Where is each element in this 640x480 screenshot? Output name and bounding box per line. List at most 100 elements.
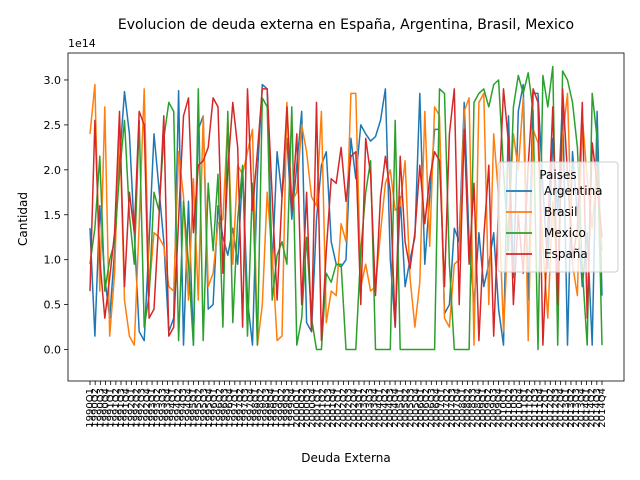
x-tick-label: 2000Q3	[302, 388, 313, 428]
y-axis-multiplier: 1e14	[68, 37, 96, 50]
x-tick-label: 2008Q1	[457, 388, 468, 428]
y-tick-label: 0.0	[44, 344, 62, 357]
x-tick-label: 1995Q2	[194, 388, 205, 428]
x-tick-label: 2003Q1	[354, 388, 365, 428]
series-line-brasil	[89, 83, 603, 346]
x-tick-label: 2001Q4	[328, 388, 339, 428]
x-tick-label: 2001Q1	[313, 388, 324, 428]
x-tick-label: 2011Q1	[519, 388, 530, 428]
x-tick-label: 2004Q4	[390, 388, 401, 428]
x-tick-label: 2007Q2	[442, 388, 453, 428]
x-tick-label: 2008Q3	[468, 388, 479, 428]
x-tick-label: 2002Q4	[349, 388, 360, 428]
x-tick-label: 2012Q2	[545, 388, 556, 428]
x-axis-ticks: 1990Q11990Q21990Q31990Q41991Q11991Q21991…	[85, 381, 608, 428]
x-tick-label: 2006Q2	[421, 388, 432, 428]
x-tick-label: 1996Q1	[209, 388, 220, 428]
y-tick-label: 2.0	[44, 164, 62, 177]
x-tick-label: 1992Q2	[132, 388, 143, 428]
legend-title: Paises	[539, 168, 576, 182]
x-tick-label: 2000Q1	[292, 388, 303, 428]
x-tick-label: 2000Q2	[297, 388, 308, 428]
x-tick-label: 2013Q2	[566, 388, 577, 428]
x-tick-label: 1994Q4	[183, 388, 194, 428]
y-tick-label: 3.0	[44, 74, 62, 87]
x-tick-label: 2000Q4	[307, 388, 318, 428]
x-tick-label: 2006Q4	[432, 388, 443, 428]
x-tick-label: 2009Q2	[483, 388, 494, 428]
x-tick-label: 1994Q2	[173, 388, 184, 428]
x-tick-label: 1999Q1	[271, 388, 282, 428]
y-tick-label: 0.5	[44, 299, 62, 312]
x-tick-label: 2005Q4	[411, 388, 422, 428]
legend-label: Mexico	[544, 226, 586, 240]
x-tick-label: 2013Q4	[576, 388, 587, 428]
x-tick-label: 1992Q3	[137, 388, 148, 428]
x-tick-label: 1990Q3	[95, 388, 106, 428]
x-tick-label: 2005Q3	[406, 388, 417, 428]
x-tick-label: 2005Q2	[400, 388, 411, 428]
x-tick-label: 2012Q4	[556, 388, 567, 428]
x-tick-label: 1991Q4	[121, 388, 132, 428]
x-tick-label: 2009Q1	[478, 388, 489, 428]
x-tick-label: 1994Q1	[168, 388, 179, 428]
series-line-mexico	[89, 65, 603, 351]
x-tick-label: 2012Q1	[540, 388, 551, 428]
x-tick-label: 1998Q3	[261, 388, 272, 428]
x-axis-label: Deuda Externa	[301, 451, 390, 465]
x-tick-label: 1991Q3	[116, 388, 127, 428]
x-tick-label: 2001Q3	[323, 388, 334, 428]
legend-label: España	[544, 247, 588, 261]
x-tick-label: 1993Q2	[152, 388, 163, 428]
y-tick-label: 1.5	[44, 209, 62, 222]
x-tick-label: 2008Q4	[473, 388, 484, 428]
x-tick-label: 2002Q2	[338, 388, 349, 428]
x-tick-label: 1991Q1	[106, 388, 117, 428]
x-tick-label: 2006Q1	[416, 388, 427, 428]
chart-title: Evolucion de deuda externa en España, Ar…	[118, 17, 574, 33]
legend-label: Brasil	[544, 205, 577, 219]
x-tick-label: 2004Q2	[380, 388, 391, 428]
x-tick-label: 1999Q4	[287, 388, 298, 428]
x-tick-label: 1990Q4	[101, 388, 112, 428]
legend: Paises Argentina Brasil Mexico España	[497, 161, 619, 273]
x-tick-label: 1997Q3	[240, 388, 251, 428]
x-tick-label: 1996Q3	[219, 388, 230, 428]
x-tick-label: 2003Q4	[369, 388, 380, 428]
x-tick-label: 2007Q4	[452, 388, 463, 428]
x-tick-label: 1990Q1	[85, 388, 96, 428]
x-tick-label: 1996Q4	[225, 388, 236, 428]
x-tick-label: 2012Q3	[550, 388, 561, 428]
x-tick-label: 2013Q3	[571, 388, 582, 428]
x-tick-label: 1997Q2	[235, 388, 246, 428]
x-tick-label: 2003Q3	[364, 388, 375, 428]
x-tick-label: 2002Q1	[333, 388, 344, 428]
x-tick-label: 1993Q1	[147, 388, 158, 428]
x-tick-label: 1995Q1	[188, 388, 199, 428]
y-tick-label: 2.5	[44, 119, 62, 132]
x-tick-label: 1998Q1	[250, 388, 261, 428]
plot-frame	[67, 52, 625, 382]
x-tick-label: 1998Q2	[256, 388, 267, 428]
x-tick-label: 1992Q4	[142, 388, 153, 428]
x-tick-label: 2003Q2	[359, 388, 370, 428]
legend-label: Argentina	[544, 184, 603, 198]
x-tick-label: 2009Q4	[494, 388, 505, 428]
x-tick-label: 1997Q4	[245, 388, 256, 428]
x-tick-label: 1996Q2	[214, 388, 225, 428]
x-tick-label: 1994Q3	[178, 388, 189, 428]
x-tick-label: 2008Q2	[463, 388, 474, 428]
x-tick-label: 2004Q3	[385, 388, 396, 428]
x-tick-label: 1998Q4	[266, 388, 277, 428]
x-tick-label: 1995Q4	[204, 388, 215, 428]
x-tick-label: 2006Q3	[426, 388, 437, 428]
y-tick-label: 1.0	[44, 254, 62, 267]
x-tick-label: 1990Q2	[90, 388, 101, 428]
x-tick-label: 1999Q3	[282, 388, 293, 428]
legend-box	[497, 161, 619, 273]
x-tick-label: 2014Q3	[592, 388, 603, 428]
x-tick-label: 1995Q3	[199, 388, 210, 428]
x-tick-label: 1999Q2	[276, 388, 287, 428]
x-tick-label: 2010Q4	[514, 388, 525, 428]
x-tick-label: 2014Q1	[581, 388, 592, 428]
